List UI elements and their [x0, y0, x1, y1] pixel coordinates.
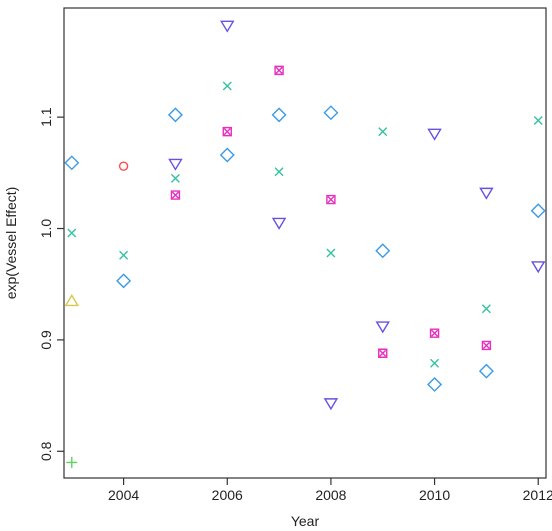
- data-point-x: [326, 248, 336, 258]
- x-axis: 2004 2006 2008 2010 2012: [108, 478, 552, 503]
- data-point-x: [67, 228, 77, 238]
- data-point-square-x: [481, 340, 492, 351]
- y-tick-label: 0.8: [38, 441, 54, 461]
- data-point-diamond: [323, 105, 339, 121]
- data-point-square-x: [222, 126, 232, 137]
- data-point-triangle-down: [271, 217, 287, 230]
- data-point-x: [430, 358, 440, 368]
- data-point-triangle-down: [220, 20, 235, 33]
- y-tick-label: 1.0: [38, 219, 54, 239]
- x-axis-title: Year: [291, 513, 320, 529]
- data-point-diamond: [219, 147, 235, 163]
- x-tick-label: 2006: [212, 487, 243, 503]
- data-points: [64, 20, 546, 468]
- x-tick-label: 2008: [315, 487, 346, 503]
- data-point-triangle-down: [375, 321, 390, 334]
- data-point-plus: [66, 456, 78, 468]
- data-point-x: [170, 173, 180, 183]
- data-point-square-x: [274, 65, 284, 76]
- x-tick-label: 2004: [108, 487, 139, 503]
- data-point-triangle-up: [64, 294, 80, 307]
- plot-frame: [63, 7, 547, 479]
- data-point-diamond: [116, 273, 132, 289]
- data-point-x: [533, 115, 543, 125]
- data-point-diamond: [64, 155, 80, 171]
- data-point-square-x: [378, 348, 388, 358]
- data-point-x: [481, 304, 491, 314]
- data-point-diamond: [427, 376, 443, 392]
- data-point-diamond: [167, 107, 183, 123]
- data-point-triangle-down: [323, 398, 339, 411]
- y-axis: 0.8 0.9 1.0 1.1: [38, 107, 64, 461]
- data-point-triangle-down: [530, 261, 546, 274]
- data-point-diamond: [478, 363, 494, 379]
- x-tick-label: 2012: [523, 487, 552, 503]
- data-point-x: [119, 250, 129, 260]
- data-point-square-x: [326, 194, 336, 205]
- data-point-x: [274, 167, 284, 177]
- data-point-triangle-down: [168, 158, 183, 171]
- data-point-diamond: [375, 243, 391, 259]
- y-axis-title: exp(Vessel Effect): [3, 187, 19, 300]
- data-point-x: [222, 81, 232, 91]
- data-point-x: [378, 127, 388, 137]
- data-point-circle: [118, 161, 129, 171]
- data-point-triangle-down: [427, 128, 442, 141]
- data-point-diamond: [271, 107, 287, 123]
- y-tick-label: 0.9: [38, 330, 54, 350]
- x-tick-label: 2010: [419, 487, 450, 503]
- data-point-triangle-down: [479, 187, 494, 200]
- data-point-square-x: [170, 190, 181, 200]
- y-tick-label: 1.1: [38, 107, 54, 127]
- data-point-square-x: [429, 328, 440, 338]
- data-point-diamond: [530, 203, 546, 219]
